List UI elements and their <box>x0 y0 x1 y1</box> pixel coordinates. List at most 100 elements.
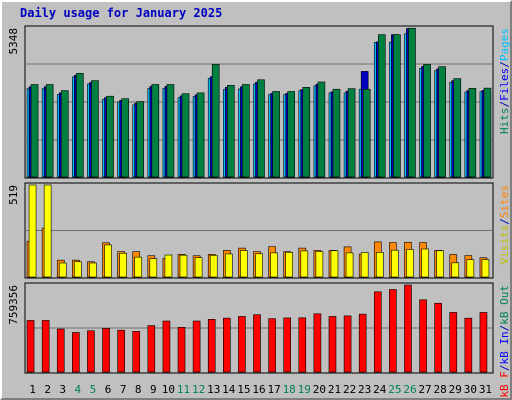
bar-visits <box>240 250 248 278</box>
bar-visits <box>194 257 203 278</box>
legend-entry: Visits <box>498 225 510 265</box>
x-tick-label: 25 <box>388 383 401 396</box>
bar-hits <box>242 84 250 178</box>
bar-kb-f <box>223 317 231 373</box>
bar-hits <box>287 91 295 178</box>
bar-kb-f <box>404 284 412 373</box>
bar-visits <box>406 249 414 278</box>
x-tick-label: 12 <box>192 383 205 396</box>
bar-hits <box>332 88 341 178</box>
legend-entry: kB Out <box>498 285 510 325</box>
bar-kb-f <box>283 317 291 373</box>
bar-hits <box>272 91 280 178</box>
x-tick-label: 27 <box>418 383 431 396</box>
bar-hits <box>106 95 114 178</box>
bar-hits <box>438 66 446 178</box>
x-tick-label: 2 <box>44 383 51 396</box>
bar-visits <box>104 244 112 278</box>
bar-kb-f <box>464 317 473 373</box>
bar-hits <box>377 34 386 178</box>
bar-visits <box>134 256 143 278</box>
bar-visits <box>375 252 384 278</box>
bar-visits <box>179 254 188 278</box>
bar-kb-f <box>479 312 488 373</box>
bar-hits <box>30 84 39 178</box>
y-max-label: 5348 <box>7 28 20 55</box>
x-tick-label: 20 <box>313 383 326 396</box>
y-max-label: 519 <box>7 185 20 205</box>
x-tick-label: 11 <box>177 383 190 396</box>
bar-hits <box>453 78 462 178</box>
bar-hits <box>423 64 431 178</box>
bar-kb-f <box>389 289 397 373</box>
bar-visits <box>421 248 429 278</box>
x-tick-label: 21 <box>328 383 341 396</box>
bar-kb-f <box>102 328 110 373</box>
bar-visits <box>58 262 67 278</box>
bar-kb-f <box>117 329 125 373</box>
bar-kb-f <box>72 332 80 373</box>
bar-hits <box>121 98 129 178</box>
x-tick-label: 5 <box>90 383 97 396</box>
bar-kb-f <box>313 313 322 373</box>
legend-entry: kB F <box>498 371 510 398</box>
bar-visits <box>74 261 82 278</box>
x-tick-label: 8 <box>135 383 142 396</box>
x-tick-label: 16 <box>252 383 265 396</box>
bar-kb-f <box>87 330 95 373</box>
panel-hits: 5348 Hits/Files/Pages <box>7 25 510 179</box>
bar-hits <box>408 27 416 178</box>
legend-entry: / <box>498 61 510 68</box>
bar-kb-f <box>434 302 442 373</box>
chart-title: Daily usage for January 2025 <box>20 6 222 20</box>
bar-hits <box>483 87 492 178</box>
x-tick-label: 24 <box>373 383 387 396</box>
x-tick-label: 18 <box>283 383 296 396</box>
bar-visits <box>466 259 475 278</box>
bar-visits <box>436 250 444 278</box>
bar-kb-f <box>358 313 367 373</box>
bar-visits <box>285 252 293 278</box>
legend-entry: / <box>498 101 510 108</box>
legend-entry: Sites <box>498 185 510 218</box>
y-max-label: 759356 <box>7 285 20 325</box>
x-tick-label: 6 <box>105 383 112 396</box>
bar-visits <box>360 252 369 278</box>
bar-visits <box>315 251 324 278</box>
bar-visits <box>255 253 263 278</box>
bar-hits <box>302 86 311 178</box>
x-tick-label: 1 <box>29 383 36 396</box>
x-tick-label: 22 <box>343 383 356 396</box>
x-tick-label: 26 <box>403 383 416 396</box>
legend-entry: / <box>498 365 510 372</box>
bar-hits <box>60 90 69 178</box>
bar-visits <box>209 255 218 278</box>
x-tick-label: 3 <box>59 383 66 396</box>
bar-hits <box>227 85 235 178</box>
bar-hits <box>257 79 265 178</box>
legend: Hits/Files/Pages <box>498 28 510 134</box>
x-tick-label: 9 <box>150 383 157 396</box>
bar-visits <box>391 249 399 278</box>
bar-visits <box>164 254 173 278</box>
bar-visits <box>451 262 460 278</box>
bar-kb-f <box>238 316 246 373</box>
bar-visits <box>43 184 52 278</box>
bar-kb-f <box>26 320 35 373</box>
legend-entry: Pages <box>498 28 510 61</box>
bar-hits <box>166 84 175 178</box>
legend-entry: / <box>498 218 510 225</box>
bar-visits <box>345 252 354 278</box>
bar-visits <box>149 258 158 278</box>
bar-hits <box>76 73 84 178</box>
bar-hits <box>468 88 477 178</box>
x-tick-label: 13 <box>207 383 220 396</box>
bar-hits <box>181 93 190 178</box>
x-tick-label: 14 <box>222 383 236 396</box>
bar-kb-f <box>449 312 458 373</box>
bar-hits <box>196 92 205 178</box>
bar-kb-f <box>328 316 337 373</box>
bar-kb-f <box>192 320 201 373</box>
